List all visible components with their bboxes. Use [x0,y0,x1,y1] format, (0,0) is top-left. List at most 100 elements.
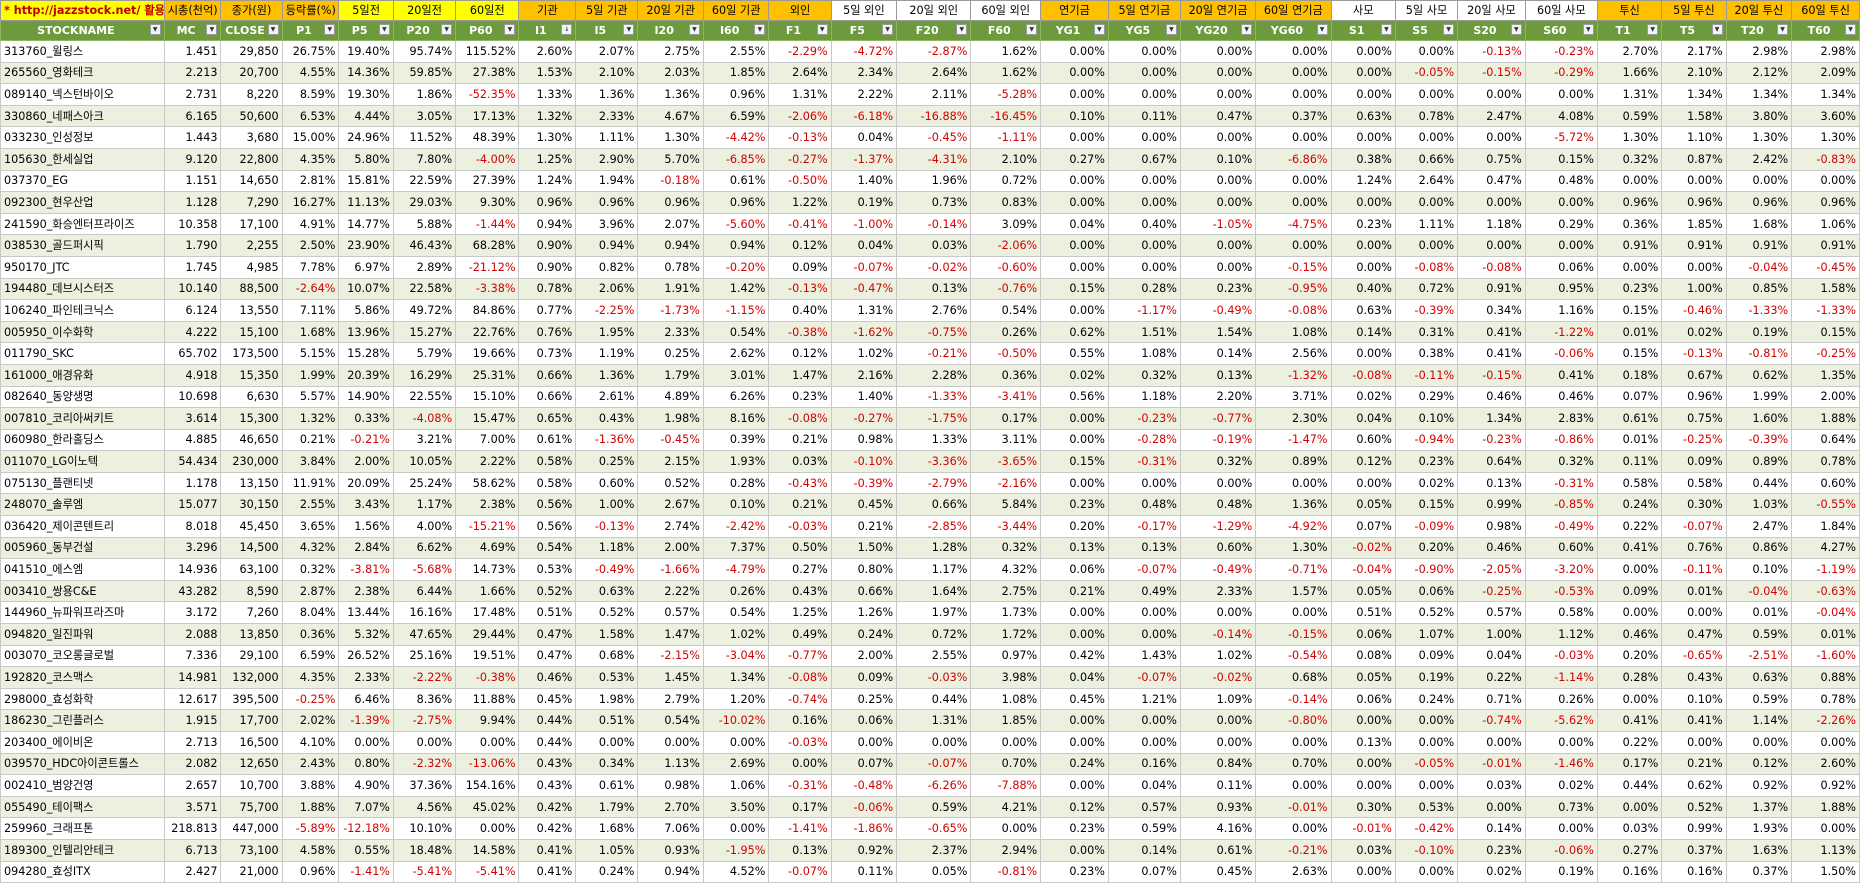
value-cell[interactable]: 0.11% [1179,774,1257,797]
value-cell[interactable]: -0.39% [1725,428,1793,452]
value-cell[interactable]: 1.03% [1725,493,1793,517]
value-cell[interactable]: 0.00% [1596,169,1663,193]
value-cell[interactable]: 0.00% [1040,191,1109,214]
value-cell[interactable]: -0.11% [1661,558,1727,581]
value-cell[interactable]: -0.31% [1107,450,1181,473]
value-cell[interactable]: 0.51% [575,709,639,732]
value-cell[interactable]: 0.00% [1394,126,1459,149]
value-cell[interactable]: 16.29% [392,363,457,387]
value-cell[interactable]: 0.59% [1107,817,1181,840]
value-cell[interactable]: 0.32% [281,558,340,581]
value-cell[interactable]: 1.18% [575,536,639,560]
value-cell[interactable]: 17.48% [455,601,520,625]
value-cell[interactable]: 12,650 [220,752,283,776]
value-cell[interactable]: 0.52% [1661,795,1727,819]
value-cell[interactable]: 6.44% [392,579,457,603]
value-cell[interactable]: 3.09% [970,212,1042,236]
value-cell[interactable]: 26.75% [281,40,340,63]
value-cell[interactable]: 0.56% [518,493,577,517]
value-cell[interactable]: -2.05% [1457,558,1526,581]
stock-name-cell[interactable]: 082640_동양생명 [0,385,165,409]
value-cell[interactable]: 0.16% [1107,752,1181,776]
value-cell[interactable]: 1.33% [518,83,577,106]
value-cell[interactable]: -1.32% [1255,363,1332,387]
value-cell[interactable]: 0.43% [768,579,832,603]
value-cell[interactable]: 0.24% [1596,493,1663,517]
value-cell[interactable]: -3.81% [338,558,394,581]
value-cell[interactable]: 30,150 [220,493,283,517]
value-cell[interactable]: 0.00% [1040,40,1109,63]
value-cell[interactable]: 0.00% [1394,860,1459,884]
value-cell[interactable]: 17,100 [220,212,283,236]
value-cell[interactable]: 2.89% [392,255,457,279]
value-cell[interactable]: 20.09% [338,471,394,495]
value-cell[interactable]: 2.09% [1791,61,1860,85]
value-cell[interactable]: 37.36% [392,774,457,797]
value-cell[interactable]: 3.71% [1255,385,1332,409]
value-cell[interactable]: 0.28% [1107,277,1181,301]
value-cell[interactable]: -0.75% [896,320,972,344]
chevron-down-icon[interactable]: ▼ [1380,24,1392,35]
value-cell[interactable]: 0.01% [1596,428,1663,452]
value-cell[interactable]: 1.00% [1661,277,1727,301]
value-cell[interactable]: 58.62% [455,471,520,495]
value-cell[interactable]: 0.00% [1040,731,1109,754]
value-cell[interactable]: 0.58% [1596,471,1663,495]
value-cell[interactable]: 3.21% [392,428,457,452]
stock-name-cell[interactable]: 089140_넥스턴바이오 [0,83,165,106]
stock-name-cell[interactable]: 189300_인텔리안테크 [0,838,165,862]
value-cell[interactable]: 0.03% [768,450,832,473]
value-cell[interactable]: 6.165 [163,104,222,128]
value-cell[interactable]: 0.56% [518,515,577,538]
value-cell[interactable]: 0.92% [1725,774,1793,797]
value-cell[interactable]: 22.58% [392,277,457,301]
value-cell[interactable]: 0.00% [1330,774,1396,797]
value-cell[interactable]: 0.19% [1394,666,1459,689]
value-cell[interactable]: 0.00% [970,731,1042,754]
value-cell[interactable]: -0.50% [970,342,1042,365]
value-cell[interactable]: 0.47% [1179,104,1257,128]
value-cell[interactable]: 1.30% [1255,536,1332,560]
value-cell[interactable]: 2.55% [702,40,770,63]
value-cell[interactable]: 0.00% [1179,169,1257,193]
value-cell[interactable]: -3.36% [896,450,972,473]
value-cell[interactable]: 7.78% [281,255,340,279]
value-cell[interactable]: 0.00% [1330,342,1396,365]
value-cell[interactable]: -4.92% [1255,515,1332,538]
value-cell[interactable]: 2.00% [637,536,704,560]
value-cell[interactable]: 3.11% [970,428,1042,452]
value-cell[interactable]: 15.27% [392,320,457,344]
value-cell[interactable]: -0.13% [768,277,832,301]
value-cell[interactable]: -0.01% [1255,795,1332,819]
value-cell[interactable]: 2.731 [163,83,222,106]
value-cell[interactable]: 0.05% [1330,666,1396,689]
value-cell[interactable]: 4.58% [281,838,340,862]
value-cell[interactable]: 0.01% [1725,601,1793,625]
value-cell[interactable]: -0.76% [970,277,1042,301]
value-cell[interactable]: 2.98% [1791,40,1860,63]
value-cell[interactable]: 20,700 [220,61,283,85]
value-cell[interactable]: 65.702 [163,342,222,365]
value-cell[interactable]: 6.62% [392,536,457,560]
value-cell[interactable]: 0.00% [1394,234,1459,257]
value-cell[interactable]: 0.58% [518,450,577,473]
value-cell[interactable]: 0.23% [1457,838,1526,862]
value-cell[interactable]: 0.41% [1596,536,1663,560]
value-cell[interactable]: 0.14% [1457,817,1526,840]
chevron-down-icon[interactable]: ▼ [1510,24,1522,35]
value-cell[interactable]: 0.46% [1457,385,1526,409]
value-cell[interactable]: 1.30% [637,126,704,149]
value-cell[interactable]: -0.63% [1791,579,1860,603]
value-cell[interactable]: 0.37% [1725,860,1793,884]
value-cell[interactable]: -1.00% [830,212,898,236]
value-cell[interactable]: -2.29% [768,40,832,63]
value-cell[interactable]: 0.21% [768,493,832,517]
value-cell[interactable]: -3.41% [970,385,1042,409]
chevron-down-icon[interactable]: ▼ [441,24,453,35]
value-cell[interactable]: 1.33% [896,428,972,452]
value-cell[interactable]: 115.52% [455,40,520,63]
value-cell[interactable]: 25.16% [392,644,457,668]
value-cell[interactable]: 14.36% [338,61,394,85]
value-cell[interactable]: 0.48% [1179,493,1257,517]
value-cell[interactable]: 0.00% [1040,61,1109,85]
